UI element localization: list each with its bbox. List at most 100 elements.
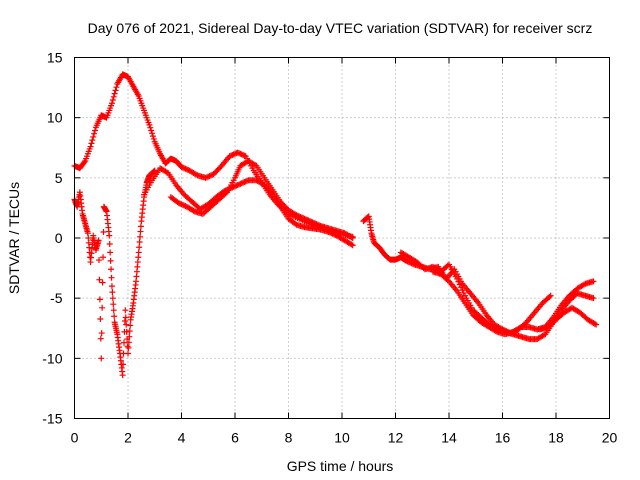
data-point xyxy=(126,333,133,340)
series-sat-track-b xyxy=(71,167,158,379)
data-point xyxy=(444,277,451,284)
data-point xyxy=(125,344,132,351)
data-point xyxy=(137,228,144,235)
data-point xyxy=(182,165,189,172)
data-point xyxy=(301,215,308,222)
data-point xyxy=(241,152,248,159)
data-point xyxy=(591,320,598,327)
data-point xyxy=(96,276,103,283)
data-point xyxy=(111,90,118,97)
data-point xyxy=(110,301,117,308)
data-point xyxy=(122,314,129,321)
x-axis-label: GPS time / hours xyxy=(287,458,394,474)
data-point xyxy=(150,135,157,142)
x-tick-label: 16 xyxy=(495,430,511,446)
data-point xyxy=(137,223,144,230)
data-point xyxy=(305,217,312,224)
data-point xyxy=(107,249,114,256)
series-sat-track-d xyxy=(167,157,356,241)
data-point xyxy=(181,202,188,209)
series-sat-track-h xyxy=(536,304,600,333)
data-point xyxy=(89,137,96,144)
data-point xyxy=(123,328,130,335)
data-point xyxy=(234,149,241,156)
data-point xyxy=(146,121,153,128)
data-point xyxy=(135,249,142,256)
data-point xyxy=(97,316,104,323)
data-point xyxy=(137,233,144,240)
data-point xyxy=(593,321,600,328)
data-point xyxy=(99,304,106,311)
y-tick-label: 10 xyxy=(47,110,63,126)
data-point xyxy=(348,234,355,241)
data-point xyxy=(238,180,245,187)
y-tick-label: -15 xyxy=(42,411,62,427)
data-point xyxy=(241,179,248,186)
y-tick-label: 0 xyxy=(55,230,63,246)
data-point xyxy=(149,130,156,137)
data-point xyxy=(233,182,240,189)
data-layer xyxy=(71,71,600,379)
data-point xyxy=(127,322,134,329)
data-point xyxy=(240,179,247,186)
data-point xyxy=(96,296,103,303)
data-point xyxy=(227,152,234,159)
x-tick-label: 4 xyxy=(178,430,186,446)
data-point xyxy=(444,262,451,269)
x-tick-label: 8 xyxy=(285,430,293,446)
data-point xyxy=(119,372,126,379)
data-point xyxy=(106,232,113,239)
series-sat-track-c xyxy=(141,165,356,249)
data-point xyxy=(590,295,597,302)
data-point xyxy=(106,241,113,248)
series-sat-track-e xyxy=(360,213,554,337)
data-point xyxy=(313,221,320,228)
data-point xyxy=(136,239,143,246)
x-tick-label: 6 xyxy=(231,430,239,446)
y-tick-label: 15 xyxy=(47,50,63,66)
data-point xyxy=(294,212,301,219)
data-point xyxy=(459,287,466,294)
data-point xyxy=(95,237,102,244)
data-point xyxy=(460,289,467,296)
data-point xyxy=(308,218,315,225)
x-tick-label: 0 xyxy=(71,430,79,446)
data-point xyxy=(312,220,319,227)
data-point xyxy=(98,355,105,362)
data-point xyxy=(244,177,251,184)
data-point xyxy=(456,281,463,288)
data-point xyxy=(125,339,132,346)
data-point xyxy=(99,279,106,286)
data-point xyxy=(237,150,244,157)
data-point xyxy=(296,213,303,220)
data-point xyxy=(238,151,245,158)
data-point xyxy=(232,183,238,190)
data-point xyxy=(202,174,209,181)
data-point xyxy=(516,324,523,331)
x-tick-label: 20 xyxy=(602,430,618,446)
data-point xyxy=(226,153,233,160)
x-tick-label: 14 xyxy=(441,430,457,446)
data-point xyxy=(242,178,249,185)
data-point xyxy=(113,84,120,91)
data-point xyxy=(181,165,188,172)
data-point xyxy=(302,216,309,223)
data-point xyxy=(136,244,143,251)
data-point xyxy=(207,172,214,179)
data-point xyxy=(178,164,185,171)
data-point xyxy=(237,180,244,187)
data-point xyxy=(310,219,317,226)
data-point xyxy=(110,307,117,314)
data-point xyxy=(454,275,461,282)
data-point xyxy=(177,200,184,207)
data-point xyxy=(120,361,127,368)
data-point xyxy=(581,281,588,288)
data-point xyxy=(590,278,597,285)
data-point xyxy=(179,201,186,208)
x-tick-label: 18 xyxy=(548,430,564,446)
data-point xyxy=(314,221,321,228)
data-point xyxy=(178,201,185,208)
data-point xyxy=(403,257,410,264)
data-point xyxy=(458,284,465,291)
